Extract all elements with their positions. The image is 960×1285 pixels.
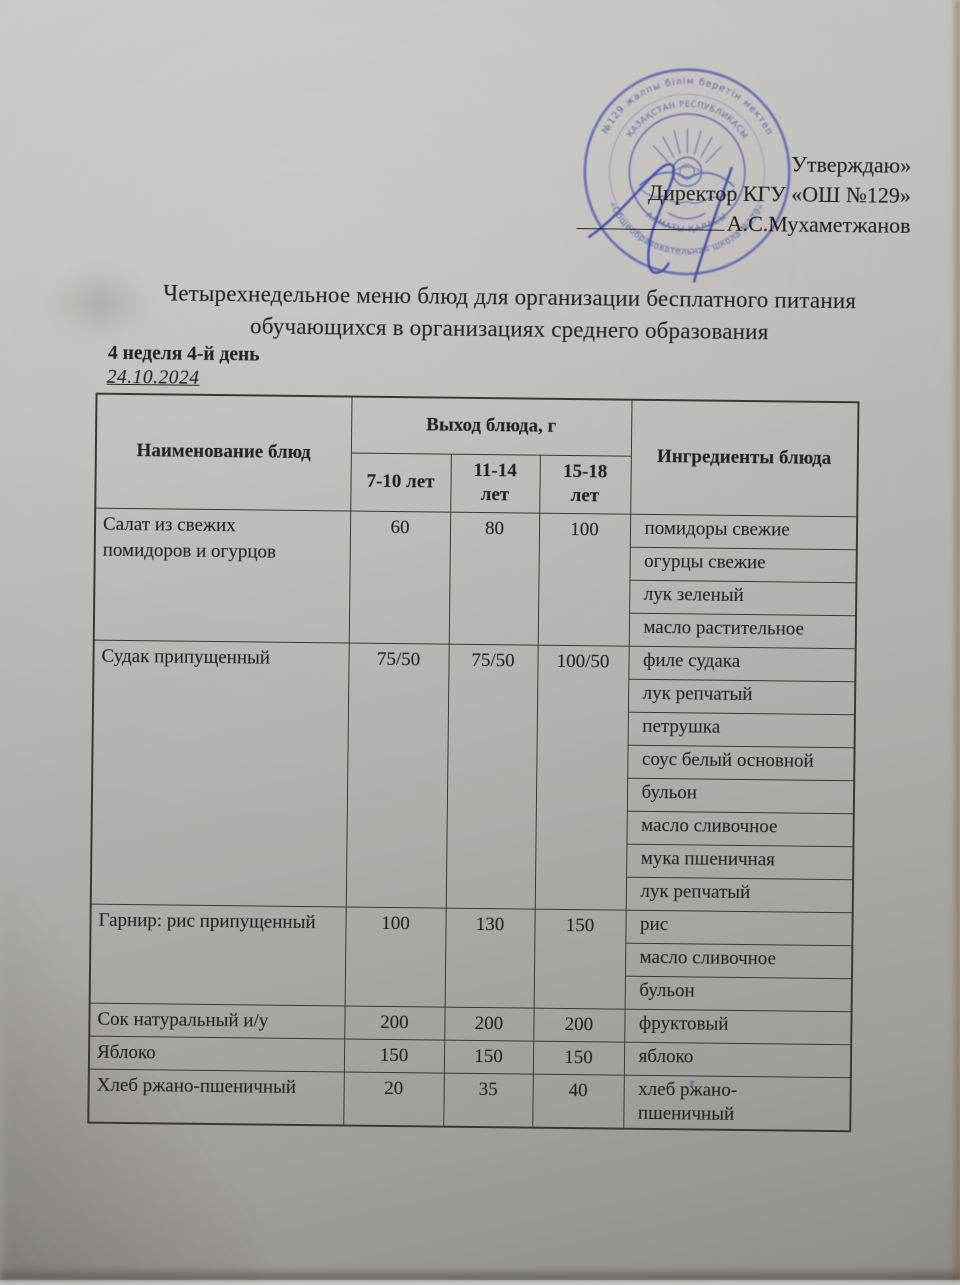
portion-cell: 60 (349, 511, 450, 644)
header-age-15-18: 15-18 лет (539, 455, 631, 514)
ingredient-cell: бульон (625, 976, 852, 1012)
date-label: 24.10.2024 (107, 367, 200, 390)
header-row-1: Наименование блюд Выход блюда, г Ингреди… (96, 394, 859, 459)
header-age-11-14: 11-14 лет (450, 454, 540, 513)
header-age-7-10: 7-10 лет (350, 453, 451, 512)
ingredient-cell: хлеб ржано- пшеничный (623, 1075, 851, 1131)
portion-cell: 75/50 (446, 644, 538, 909)
photo-edge-bottom (0, 1267, 960, 1280)
ingredient-cell: филе судака (628, 646, 855, 682)
ingredient-cell: помидоры свежие (630, 514, 857, 550)
ingredient-cell: лук зеленый (629, 580, 856, 616)
ingredient-cell: огурцы свежие (629, 547, 856, 583)
ingredient-cell: соус белый основной (627, 745, 854, 781)
portion-cell: 130 (445, 908, 535, 1008)
dish-name-cell: Салат из свежих помидоров и огурцов (94, 508, 350, 643)
dish-name-cell: Хлеб ржано-пшеничный (88, 1069, 344, 1125)
ingredient-cell: масло растительное (629, 613, 856, 649)
photo-edge-right (951, 0, 960, 1280)
portion-cell: 150 (534, 909, 626, 1009)
ingredient-cell: масло сливочное (627, 811, 854, 847)
ingredient-cell: масло сливочное (625, 943, 852, 979)
dish-name-cell: Судак припущенный (91, 640, 349, 907)
portion-cell: 35 (443, 1073, 533, 1128)
ingredient-cell: петрушка (628, 712, 855, 748)
school-round-stamp: №129 жалпы білім беретін мектеп «Общеобр… (572, 61, 803, 286)
ingredient-cell: бульон (627, 778, 854, 814)
ingredient-cell: мука пшеничная (626, 844, 853, 880)
portion-cell: 40 (532, 1074, 624, 1129)
dish-name-cell: Сок натуральный и/у (89, 1003, 344, 1039)
header-ingredients: Ингредиенты блюда (630, 400, 858, 517)
ingredient-cell: яблоко (624, 1042, 851, 1078)
ingredient-cell: лук репчатый (628, 679, 855, 715)
document-title: Четырехнедельное меню блюд для организац… (3, 276, 960, 351)
portion-cell: 100/50 (535, 645, 629, 910)
ingredient-cell: фруктовый (624, 1009, 851, 1045)
dish-name-cell: Яблоко (89, 1036, 344, 1072)
portion-cell: 150 (533, 1041, 624, 1075)
header-output-group: Выход блюда, г (351, 397, 632, 456)
week-day-label: 4 неделя 4-й день (108, 343, 260, 367)
emblem-shanyrak (672, 157, 701, 186)
portion-cell: 100 (538, 513, 631, 646)
portion-cell: 200 (533, 1008, 624, 1042)
portion-cell: 150 (444, 1040, 533, 1074)
menu-table: Наименование блюд Выход блюда, г Ингреди… (87, 393, 859, 1132)
emblem-ribbon (668, 213, 705, 219)
portion-cell: 200 (444, 1007, 533, 1041)
dish-name-cell: Гарнир: рис припущенный (90, 904, 346, 1006)
ingredient-cell: лук репчатый (626, 877, 853, 913)
portion-cell: 75/50 (346, 643, 449, 908)
ingredient-cell: рис (625, 910, 852, 946)
portion-cell: 100 (345, 906, 446, 1006)
portion-cell: 200 (344, 1005, 444, 1039)
header-dish-name: Наименование блюд (95, 394, 351, 511)
portion-cell: 80 (449, 512, 539, 645)
portion-cell: 20 (343, 1071, 444, 1126)
portion-cell: 150 (344, 1038, 444, 1072)
